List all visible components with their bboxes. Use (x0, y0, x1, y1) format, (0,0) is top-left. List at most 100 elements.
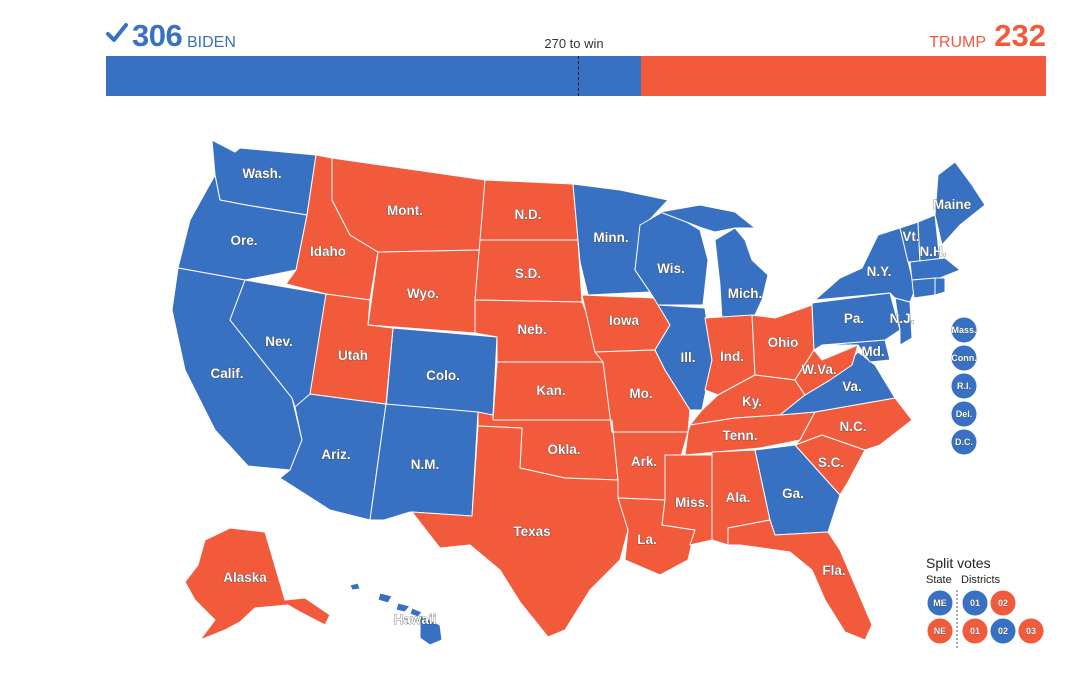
label-vt: Vt. (902, 229, 919, 244)
small-state-ri[interactable]: R.I. (950, 372, 978, 400)
label-neb: Neb. (517, 322, 546, 337)
label-mont: Mont. (387, 203, 423, 218)
label-mo: Mo. (629, 386, 652, 401)
label-nev: Nev. (265, 334, 293, 349)
small-state-dc[interactable]: D.C. (950, 428, 978, 456)
label-miss: Miss. (675, 495, 709, 510)
electoral-vote-bar (106, 56, 1046, 96)
label-minn: Minn. (593, 230, 628, 245)
label-wva: W.Va. (801, 362, 836, 377)
label-mich: Mich. (728, 286, 763, 301)
legend-ne-district-01[interactable]: 01 (961, 617, 989, 645)
state-utah[interactable] (309, 293, 394, 405)
state-michigan[interactable] (714, 227, 769, 321)
legend-ne-district-02[interactable]: 02 (989, 617, 1017, 645)
state-west-virginia[interactable] (794, 344, 859, 396)
label-kan: Kan. (536, 383, 565, 398)
legend-me-district-02-label: 02 (998, 598, 1008, 608)
small-state-del-label: Del. (956, 409, 973, 419)
label-colo: Colo. (426, 368, 460, 383)
state-maine[interactable] (934, 161, 986, 246)
label-texas: Texas (513, 524, 550, 539)
state-massachusetts[interactable] (909, 257, 961, 281)
label-hawaii: Hawaii (394, 612, 437, 627)
label-okla: Okla. (547, 442, 580, 457)
legend-state-ne[interactable]: NE (926, 617, 954, 645)
label-ky: Ky. (742, 394, 762, 409)
label-maine: Maine (933, 197, 972, 212)
label-ga: Ga. (782, 486, 804, 501)
legend-ne-district-03-circle (1017, 617, 1045, 645)
small-state-conn-circle (950, 344, 978, 372)
small-state-del[interactable]: Del. (950, 400, 978, 428)
small-state-mass-label: Mass. (951, 325, 976, 335)
label-nj: N.J. (890, 311, 915, 326)
label-wash: Wash. (242, 166, 281, 181)
small-state-conn-label: Conn. (951, 353, 977, 363)
threshold-marker (577, 56, 579, 96)
label-idaho: Idaho (310, 244, 346, 259)
state-texas[interactable] (411, 425, 629, 638)
small-state-del-circle (950, 400, 978, 428)
label-ill: Ill. (680, 350, 695, 365)
legend-ne-district-02-circle (989, 617, 1017, 645)
legend-ne-district-03-label: 03 (1026, 626, 1036, 636)
label-va: Va. (842, 379, 862, 394)
small-state-ri-circle (950, 372, 978, 400)
legend-me-district-02[interactable]: 02 (989, 589, 1017, 617)
label-wyo: Wyo. (407, 286, 439, 301)
small-state-conn[interactable]: Conn. (950, 344, 978, 372)
state-new-york[interactable] (814, 227, 916, 303)
legend-state-ne-circle (926, 617, 954, 645)
state-rhode-island[interactable] (934, 277, 946, 296)
legend-me-district-01-label: 01 (970, 598, 980, 608)
checkmark-icon (106, 23, 128, 42)
legend-ne-district-01-circle (961, 617, 989, 645)
label-la: La. (637, 532, 657, 547)
label-pa: Pa. (844, 311, 864, 326)
label-md: Md. (861, 344, 884, 359)
label-utah: Utah (338, 348, 368, 363)
label-ala: Ala. (726, 490, 751, 505)
legend-me-district-01[interactable]: 01 (961, 589, 989, 617)
state-florida[interactable] (727, 519, 873, 641)
state-hawaii-islands[interactable] (349, 582, 423, 618)
biden-name: BIDEN (187, 34, 236, 51)
results-header: 306 BIDEN 270 to win TRUMP 232 (106, 18, 1046, 58)
legend-me-district-02-circle (989, 589, 1017, 617)
state-michigan-up[interactable] (659, 204, 756, 233)
state-alaska[interactable] (184, 527, 331, 641)
label-sc: S.C. (818, 455, 844, 470)
legend-ne-district-01-label: 01 (970, 626, 980, 636)
trump-name: TRUMP (929, 34, 986, 51)
small-state-mass-circle (950, 316, 978, 344)
label-nc: N.C. (840, 419, 867, 434)
legend-ne-district-02-label: 02 (998, 626, 1008, 636)
small-state-dc-circle (950, 428, 978, 456)
legend-title: Split votes (926, 555, 991, 571)
label-nd: N.D. (515, 207, 542, 222)
state-hawaii-main[interactable] (419, 614, 443, 646)
label-wis: Wis. (657, 261, 685, 276)
label-nm: N.M. (411, 457, 440, 472)
state-connecticut[interactable] (911, 277, 936, 299)
legend-districts-header: Districts (961, 574, 1001, 586)
label-ind: Ind. (720, 349, 744, 364)
threshold-label: 270 to win (544, 36, 604, 51)
label-ore: Ore. (230, 233, 257, 248)
legend-state-me-label: ME (933, 598, 947, 608)
label-alaska: Alaska (223, 570, 267, 585)
small-state-mass[interactable]: Mass. (950, 316, 978, 344)
label-calif: Calif. (210, 366, 243, 381)
split-votes-legend: ME 01 02 NE 01 02 03 (926, 589, 1045, 650)
small-state-dc-label: D.C. (955, 437, 973, 447)
label-ark: Ark. (631, 454, 657, 469)
label-ny: N.Y. (867, 264, 892, 279)
legend-state-me[interactable]: ME (926, 589, 954, 617)
label-fla: Fla. (822, 563, 845, 578)
legend-state-me-circle (926, 589, 954, 617)
small-states-list: Mass. Conn. R.I. Del. D.C. (950, 316, 978, 456)
label-nh: N.H. (920, 244, 947, 259)
legend-ne-district-03[interactable]: 03 (1017, 617, 1045, 645)
